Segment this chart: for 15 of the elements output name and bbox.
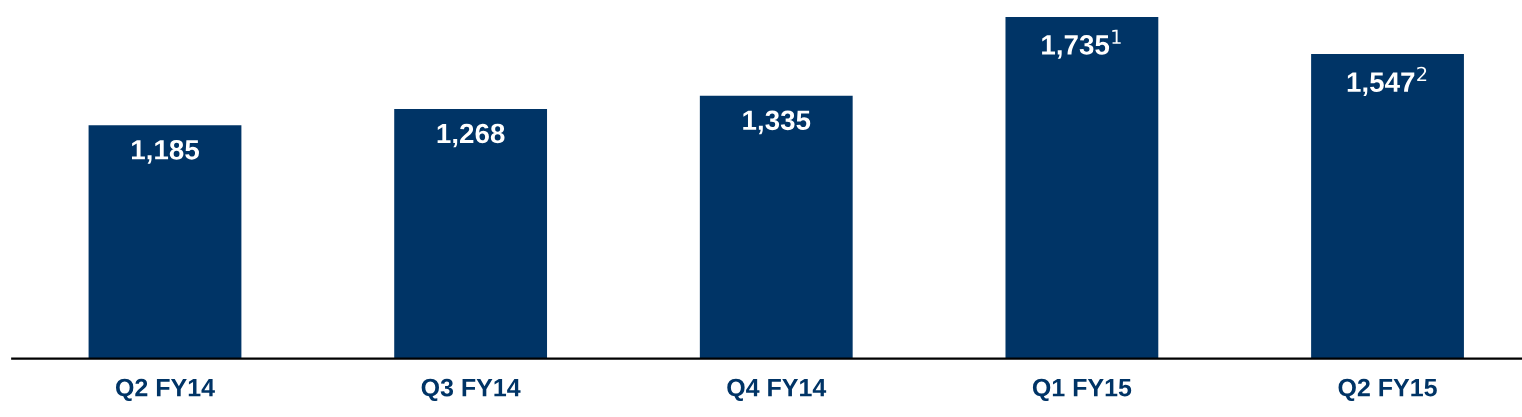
data-label: 1,268 [437,123,505,148]
x-tick-label: Q2 FY14 [116,378,215,402]
data-label: 1,185 [131,139,199,164]
data-label: 1,547$^{2}$ [1347,66,1427,97]
x-tick-label: Q1 FY15 [1032,378,1132,402]
data-label: 1,335 [743,110,811,135]
bar [1311,54,1464,359]
bar [699,95,853,359]
bar [1005,17,1159,359]
x-tick-label: Q2 FY15 [1338,378,1437,402]
data-label: 1,735$^{1}$ [1042,29,1121,59]
x-tick-label: Q3 FY14 [421,378,521,402]
x-tick-label: Q4 FY14 [727,378,827,402]
bar [88,125,242,359]
bar [394,109,548,359]
